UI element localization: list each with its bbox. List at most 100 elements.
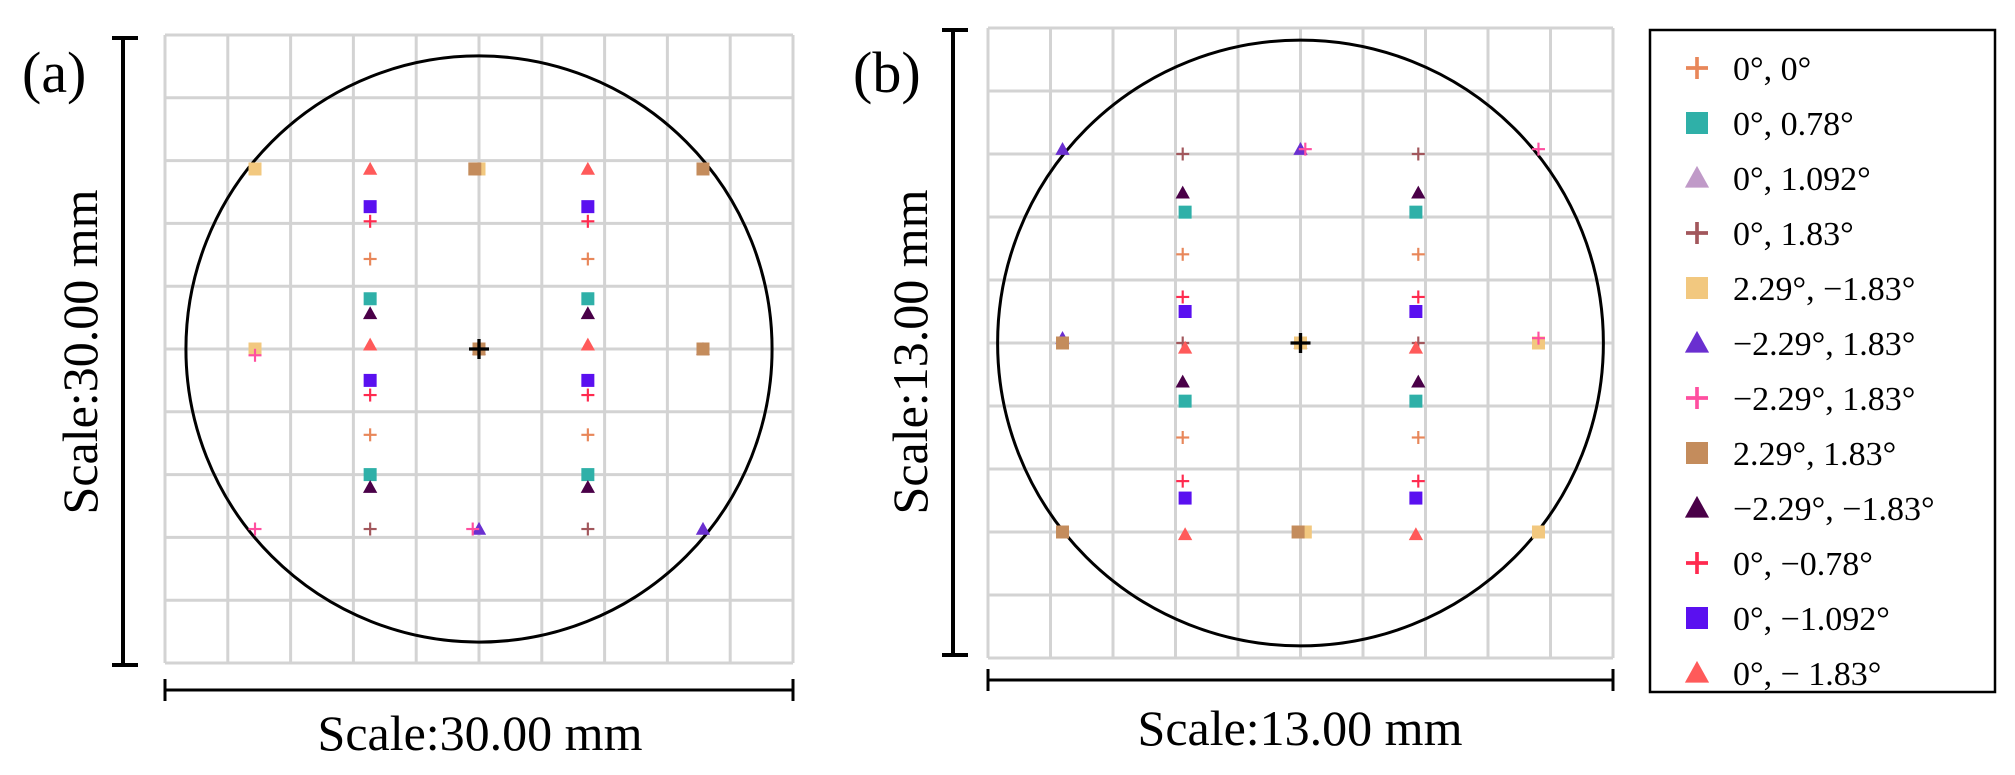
legend-marker-2 — [1684, 165, 1710, 188]
panel-a-point-s7-p1 — [696, 162, 710, 176]
legend-item: −2.29°, −1.83° — [1684, 491, 1935, 528]
panel-b-label: (b) — [853, 40, 921, 105]
panel-b-point-s7-p1 — [1056, 525, 1070, 539]
legend-label: 0°, − 1.83° — [1733, 656, 1881, 693]
panel-b-point-s6-p0 — [1531, 331, 1545, 345]
legend-label: 0°, 0° — [1733, 51, 1811, 88]
panel-a-point-s6-p1 — [248, 522, 262, 536]
panel-a-point-s4-p1 — [248, 162, 262, 176]
panel-b-point-s9-p1 — [1411, 290, 1425, 304]
panel-b-point-s10-p1 — [1409, 305, 1423, 318]
legend-item: 0°, 1.83° — [1686, 216, 1854, 253]
panel-b-marks — [1055, 142, 1545, 541]
panel-a-point-s9-p3 — [581, 388, 595, 402]
legend-marker-8 — [1684, 495, 1710, 518]
panel-a-point-s0-p2 — [581, 428, 595, 442]
legend-item: 0°, − 1.83° — [1684, 656, 1881, 693]
panel-b-point-s11-p2 — [1177, 527, 1193, 541]
legend-label: −2.29°, −1.83° — [1733, 491, 1935, 528]
panel-b-point-s8-p2 — [1175, 374, 1190, 388]
legend-label: −2.29°, 1.83° — [1733, 326, 1915, 363]
panel-a-point-s8-p3 — [580, 480, 596, 493]
panel-b-point-s1-p4 — [1409, 394, 1423, 408]
panel-a-point-s11-p2 — [362, 337, 378, 351]
panel-b-point-s11-p0 — [1177, 340, 1193, 354]
panel-b-point-s1-p1 — [1178, 205, 1192, 219]
panel-b-point-s3-p0 — [1176, 147, 1190, 161]
panel-b-point-s8-p1 — [1411, 185, 1426, 199]
panel-a-point-s11-p3 — [580, 337, 596, 351]
legend-label: 2.29°, 1.83° — [1733, 436, 1896, 473]
panel-b-point-s0-p4 — [1411, 247, 1425, 261]
panel-b-circle — [996, 38, 1605, 648]
panel-b-point-s11-p1 — [1408, 340, 1424, 354]
panel-b-y-scalebar — [942, 28, 968, 657]
panel-a-x-scalebar — [163, 679, 795, 701]
legend-item: 0°, 0° — [1686, 51, 1811, 88]
panel-a-point-s5-p1 — [695, 521, 711, 535]
panel-b-point-s3-p1 — [1411, 147, 1425, 161]
panel-a-point-s9-p0 — [363, 214, 377, 228]
panel-a-point-s8-p1 — [580, 306, 596, 320]
legend-marker-9 — [1686, 552, 1708, 574]
legend-marker-6 — [1686, 387, 1708, 409]
panel-a-label: (a) — [22, 40, 86, 105]
legend-label: 0°, −0.78° — [1733, 546, 1873, 583]
panel-b-point-s9-p3 — [1411, 474, 1425, 488]
panel-b-point-s7-p0 — [1056, 336, 1070, 350]
panel-a-point-s10-p2 — [363, 373, 377, 387]
panel-b-x-label: Scale:13.00 mm — [1138, 700, 1463, 756]
legend-label: 2.29°, −1.83° — [1733, 271, 1915, 308]
legend-label: 0°, 1.83° — [1733, 216, 1854, 253]
panel-b-point-s10-p2 — [1178, 491, 1192, 505]
legend-item: −2.29°, 1.83° — [1686, 381, 1915, 418]
panel-a-point-s11-p1 — [580, 161, 596, 175]
panel-a-point-s10-p3 — [581, 373, 595, 387]
panel-a-point-s9-p1 — [581, 214, 595, 228]
panel-a-center-cross — [469, 339, 489, 359]
panel-b-x-scalebar — [986, 669, 1615, 691]
panel-b-point-s7-p2 — [1291, 525, 1305, 539]
legend-marker-5 — [1684, 330, 1710, 353]
legend-item: 2.29°, 1.83° — [1686, 436, 1896, 473]
legend-marker-4 — [1686, 277, 1708, 299]
panel-a-circle — [184, 54, 774, 644]
panel-a-point-s1-p2 — [581, 292, 595, 306]
panel-a-x-label: Scale:30.00 mm — [318, 705, 643, 761]
legend-marker-0 — [1686, 57, 1708, 79]
legend-label: 0°, 1.092° — [1733, 161, 1871, 198]
panel-b-y-label: Scale:13.00 mm — [882, 189, 938, 514]
panel-a-point-s6-p0 — [248, 348, 262, 362]
panel-a-point-s8-p0 — [362, 306, 378, 320]
panel-b-point-s0-p1 — [1176, 431, 1190, 444]
panel-b-point-s10-p3 — [1409, 491, 1423, 505]
panel-b-point-s4-p1 — [1531, 525, 1545, 539]
legend-item: 0°, 0.78° — [1686, 106, 1854, 143]
legend-marker-1 — [1686, 112, 1708, 134]
panel-b-point-s6-p1 — [1531, 142, 1545, 156]
panel-a-point-s0-p3 — [363, 252, 377, 266]
panel-b-point-s1-p3 — [1178, 394, 1192, 408]
panel-b-center-cross — [1290, 333, 1311, 353]
panel-b-point-s5-p1 — [1055, 142, 1070, 155]
legend-marker-11 — [1684, 660, 1710, 683]
panel-a-marks — [248, 161, 711, 536]
panel-a-y-scalebar — [112, 36, 138, 667]
panel-a-point-s0-p4 — [581, 252, 595, 266]
legend-item: 0°, 1.092° — [1684, 161, 1871, 198]
legend-label: 0°, −1.092° — [1733, 601, 1890, 638]
panel-a-point-s1-p1 — [363, 292, 377, 306]
panel-b: (b) Scale:13.00 mm Scale:13.00 mm — [853, 26, 1615, 756]
panel-b-point-s6-p2 — [1298, 142, 1312, 156]
panel-a-y-label: Scale:30.00 mm — [52, 189, 108, 514]
panel-b-point-s0-p2 — [1411, 431, 1425, 444]
panel-a-point-s9-p2 — [363, 388, 377, 402]
panel-b-point-s9-p2 — [1176, 474, 1190, 488]
legend-item: 2.29°, −1.83° — [1686, 271, 1915, 308]
panel-a-point-s7-p2 — [468, 162, 482, 176]
panel-a-point-s0-p1 — [363, 428, 377, 442]
legend-box — [1648, 28, 1997, 694]
panel-b-point-s8-p3 — [1411, 374, 1426, 388]
panel-a-point-s3-p2 — [581, 522, 595, 536]
